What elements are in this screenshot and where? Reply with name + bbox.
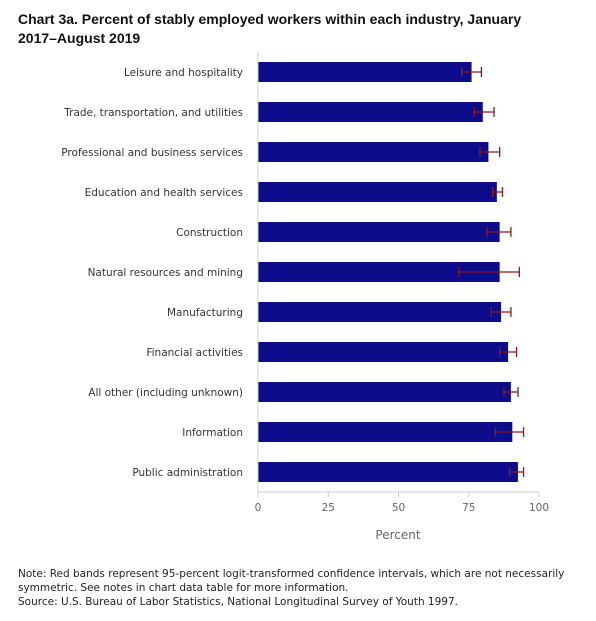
x-tick-label: 50	[392, 502, 405, 514]
confidence-interval	[499, 347, 518, 357]
confidence-interval	[508, 467, 525, 477]
category-label: Trade, transportation, and utilities	[63, 107, 243, 119]
chart-note: Note: Red bands represent 95-percent log…	[18, 567, 588, 609]
bar[interactable]	[258, 102, 483, 122]
bar[interactable]	[258, 262, 500, 282]
bar-chart: Leisure and hospitality Trade, transporta…	[61, 52, 549, 542]
error-bars	[458, 67, 525, 477]
confidence-interval	[461, 67, 483, 77]
confidence-interval	[490, 307, 512, 317]
x-tick-label: 0	[255, 502, 262, 514]
tick-labels: 0 25 50 75 100	[255, 502, 549, 514]
category-label: Education and health services	[85, 187, 243, 199]
category-label: Professional and business services	[61, 147, 243, 159]
bar[interactable]	[258, 62, 472, 82]
category-label: Natural resources and mining	[88, 267, 243, 279]
category-label: Public administration	[132, 467, 243, 479]
confidence-interval	[494, 427, 525, 437]
bar[interactable]	[258, 422, 513, 442]
category-label: Financial activities	[146, 347, 243, 359]
bar[interactable]	[258, 142, 489, 162]
note-line-1: Note: Red bands represent 95-percent log…	[18, 568, 565, 580]
axes	[257, 52, 540, 497]
confidence-interval	[486, 227, 512, 237]
category-label: Information	[182, 427, 243, 439]
x-axis-title: Percent	[375, 528, 420, 542]
x-tick-label: 75	[462, 502, 475, 514]
bar[interactable]	[258, 182, 497, 202]
category-label: Leisure and hospitality	[124, 67, 243, 79]
confidence-interval	[491, 187, 504, 197]
note-line-2: symmetric. See notes in chart data table…	[18, 582, 349, 594]
bar[interactable]	[258, 222, 500, 242]
bar[interactable]	[258, 462, 518, 482]
x-tick-label: 100	[529, 502, 549, 514]
confidence-interval	[458, 267, 520, 277]
confidence-interval	[503, 387, 519, 397]
category-label: Manufacturing	[167, 307, 243, 319]
source-line: Source: U.S. Bureau of Labor Statistics,…	[18, 596, 458, 608]
bars	[258, 62, 518, 482]
category-label: Construction	[176, 227, 243, 239]
confidence-interval	[473, 107, 495, 117]
bar[interactable]	[258, 302, 502, 322]
chart-title: Chart 3a. Percent of stably employed wor…	[18, 11, 522, 46]
bar[interactable]	[258, 382, 511, 402]
category-labels: Leisure and hospitality Trade, transporta…	[61, 67, 243, 479]
bar[interactable]	[258, 342, 509, 362]
x-tick-label: 25	[322, 502, 335, 514]
confidence-interval	[479, 147, 501, 157]
category-label: All other (including unknown)	[88, 387, 243, 399]
